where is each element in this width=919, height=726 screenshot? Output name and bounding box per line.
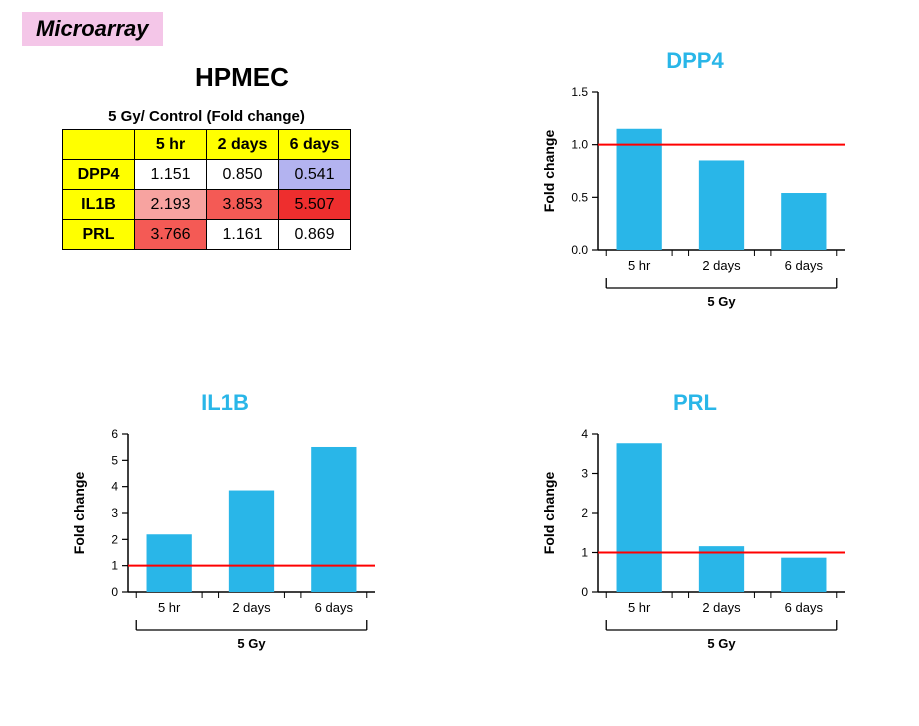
row-header-dpp4: DPP4 (63, 160, 135, 190)
data-table: 5 hr 2 days 6 days DPP4 1.151 0.850 0.54… (62, 129, 351, 250)
col-header-5hr: 5 hr (135, 130, 207, 160)
ytick-label: 0 (581, 585, 588, 599)
row-header-prl: PRL (63, 220, 135, 250)
xtick-label: 6 days (785, 258, 824, 273)
chart-title-prl: PRL (530, 390, 860, 416)
xlabel: 5 Gy (707, 636, 736, 651)
chart-title-il1b: IL1B (60, 390, 390, 416)
chart-il1b: IL1B 0 1 2 3 4 5 6 5 hr 2 days 6 days 5 Gy Fold chan… (60, 390, 390, 682)
chart-prl: PRL 0 1 2 3 4 5 hr 2 days 6 days 5 Gy Fold change (530, 390, 860, 682)
bar-dpp4-0 (617, 129, 662, 250)
ytick-label: 4 (581, 427, 588, 441)
chart-dpp4: DPP4 0.0 0.5 1.0 1.5 5 hr 2 days 6 days 5 Gy Fold… (530, 48, 860, 340)
xtick-label: 5 hr (158, 600, 181, 615)
xtick-label: 5 hr (628, 600, 651, 615)
ytick-label: 2 (111, 532, 118, 546)
bar-il1b-0 (147, 534, 192, 592)
col-header-2days: 2 days (207, 130, 279, 160)
cell-dpp4-6days: 0.541 (279, 160, 351, 190)
col-header-6days: 6 days (279, 130, 351, 160)
bar-prl-0 (617, 443, 662, 592)
bar-dpp4-1 (699, 160, 744, 250)
xtick-label: 2 days (232, 600, 271, 615)
bar-il1b-2 (311, 447, 356, 592)
ylabel: Fold change (541, 130, 557, 213)
cell-prl-5hr: 3.766 (135, 220, 207, 250)
ytick-label: 0.5 (571, 190, 588, 204)
ytick-label: 2 (581, 506, 588, 520)
bar-il1b-1 (229, 491, 274, 592)
ytick-label: 4 (111, 480, 118, 494)
chart-svg-prl: 0 1 2 3 4 5 hr 2 days 6 days 5 Gy Fold change (530, 422, 860, 682)
cell-prl-6days: 0.869 (279, 220, 351, 250)
xtick-label: 2 days (702, 258, 741, 273)
ytick-label: 5 (111, 453, 118, 467)
fold-change-table: 5 Gy/ Control (Fold change) 5 hr 2 days … (62, 108, 351, 250)
cell-il1b-5hr: 2.193 (135, 190, 207, 220)
bar-dpp4-2 (781, 193, 826, 250)
chart-title-dpp4: DPP4 (530, 48, 860, 74)
microarray-badge: Microarray (22, 12, 163, 46)
chart-svg-dpp4: 0.0 0.5 1.0 1.5 5 hr 2 days 6 days 5 Gy Fold cha… (530, 80, 860, 340)
ytick-label: 6 (111, 427, 118, 441)
cell-dpp4-5hr: 1.151 (135, 160, 207, 190)
ytick-label: 0 (111, 585, 118, 599)
xlabel: 5 Gy (707, 294, 736, 309)
xtick-label: 2 days (702, 600, 741, 615)
ytick-label: 1 (111, 559, 118, 573)
ytick-label: 0.0 (571, 243, 588, 257)
xtick-label: 5 hr (628, 258, 651, 273)
ylabel: Fold change (71, 472, 87, 555)
ytick-label: 3 (581, 467, 588, 481)
cell-il1b-2days: 3.853 (207, 190, 279, 220)
xlabel: 5 Gy (237, 636, 266, 651)
ylabel: Fold change (541, 472, 557, 555)
ytick-label: 3 (111, 506, 118, 520)
ytick-label: 1.5 (571, 85, 588, 99)
row-header-il1b: IL1B (63, 190, 135, 220)
page-title: HPMEC (195, 62, 289, 93)
bar-prl-2 (781, 558, 826, 592)
xtick-label: 6 days (315, 600, 354, 615)
ytick-label: 1 (581, 546, 588, 560)
cell-il1b-6days: 5.507 (279, 190, 351, 220)
table-caption: 5 Gy/ Control (Fold change) (62, 108, 351, 125)
cell-prl-2days: 1.161 (207, 220, 279, 250)
ytick-label: 1.0 (571, 138, 588, 152)
xtick-label: 6 days (785, 600, 824, 615)
cell-dpp4-2days: 0.850 (207, 160, 279, 190)
chart-svg-il1b: 0 1 2 3 4 5 6 5 hr 2 days 6 days 5 Gy Fold change (60, 422, 390, 682)
col-header-blank (63, 130, 135, 160)
